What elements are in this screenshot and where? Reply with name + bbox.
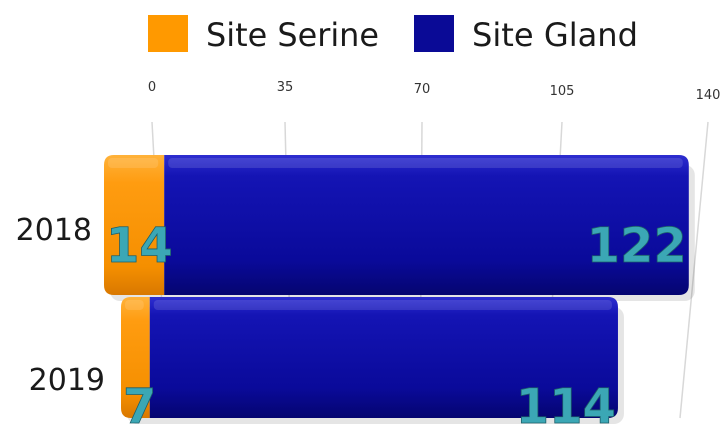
x-axis-ticks: 0 35 70 105 140 — [148, 80, 721, 103]
legend-label-site-serine: Site Serine — [206, 16, 379, 54]
tick-label-70: 70 — [414, 82, 431, 97]
tick-label-35: 35 — [277, 80, 294, 95]
legend: Site Serine Site Gland — [148, 15, 638, 54]
legend-swatch-site-gland — [414, 15, 454, 52]
tick-label-0: 0 — [148, 80, 156, 95]
gridline-140 — [679, 121, 709, 419]
data-label-site-serine-2019: 7 — [123, 379, 156, 435]
legend-label-site-gland: Site Gland — [472, 16, 638, 54]
category-label-2019: 2019 — [29, 363, 105, 398]
data-label-site-serine-2018: 14 — [106, 218, 173, 274]
tick-label-105: 105 — [550, 84, 575, 99]
bar-site-serine-2018 — [104, 155, 165, 295]
category-labels: 2018 2019 — [16, 213, 105, 398]
bar-site-gland-2018 — [164, 155, 689, 295]
bar-highlight-site-gland-2019 — [153, 300, 612, 310]
tick-label-140: 140 — [696, 88, 721, 103]
bar-site-gland-2019 — [149, 297, 618, 418]
bar-highlight-site-serine-2018 — [108, 158, 159, 168]
data-labels: 14 122 7 114 — [106, 218, 688, 436]
bar-highlight-site-gland-2018 — [168, 158, 683, 168]
legend-swatch-site-serine — [148, 15, 188, 52]
category-label-2018: 2018 — [16, 213, 92, 248]
bar-site-serine-2019 — [121, 297, 150, 418]
data-label-site-gland-2018: 122 — [587, 218, 687, 274]
data-label-site-gland-2019: 114 — [516, 379, 616, 435]
bar-highlight-site-serine-2019 — [125, 300, 144, 310]
bars — [104, 155, 695, 424]
